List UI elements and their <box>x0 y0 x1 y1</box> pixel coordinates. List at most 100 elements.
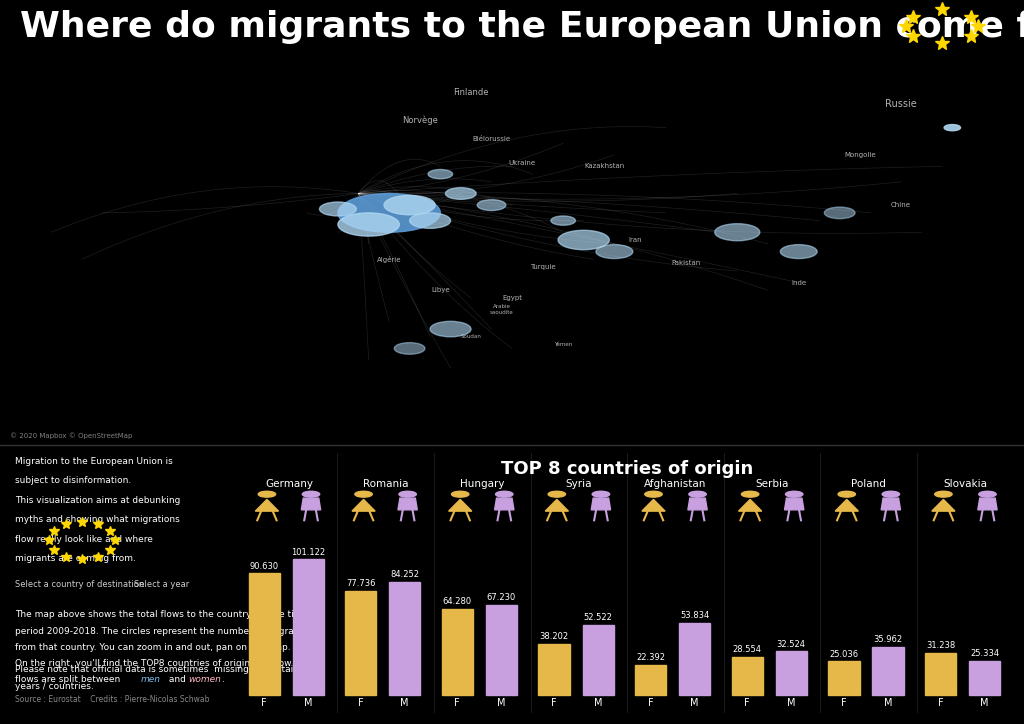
Text: 31.238: 31.238 <box>926 641 955 650</box>
Text: 52.522: 52.522 <box>584 613 612 622</box>
Polygon shape <box>642 500 665 511</box>
Text: 84.252: 84.252 <box>390 571 419 579</box>
Text: 77.736: 77.736 <box>346 579 376 588</box>
Text: This visualization aims at debunking: This visualization aims at debunking <box>14 496 180 505</box>
Text: Mongolie: Mongolie <box>845 152 876 158</box>
Text: Egypt: Egypt <box>502 295 522 301</box>
Circle shape <box>399 492 417 497</box>
Circle shape <box>935 492 952 497</box>
Text: Select a country of destination: Select a country of destination <box>14 580 144 589</box>
Text: Pakistan: Pakistan <box>672 260 700 266</box>
Polygon shape <box>784 498 804 510</box>
Text: 53.834: 53.834 <box>680 611 710 620</box>
Bar <box>539 644 569 695</box>
Circle shape <box>496 492 513 497</box>
Polygon shape <box>738 500 762 511</box>
Text: Libye: Libye <box>431 287 450 293</box>
Polygon shape <box>255 500 279 511</box>
Text: On the right, you'll find the TOP8 countries of origin and how the: On the right, you'll find the TOP8 count… <box>14 659 309 668</box>
Text: Syria: Syria <box>565 479 592 489</box>
Circle shape <box>428 169 453 179</box>
Circle shape <box>384 195 435 215</box>
Polygon shape <box>932 500 955 511</box>
Text: 38.202: 38.202 <box>540 632 568 641</box>
Text: Germany: Germany <box>265 479 313 489</box>
Circle shape <box>741 492 759 497</box>
Circle shape <box>338 213 399 236</box>
Polygon shape <box>836 500 858 511</box>
Bar <box>249 573 280 695</box>
Text: M: M <box>787 698 796 708</box>
Text: 28.554: 28.554 <box>733 645 762 654</box>
Circle shape <box>882 492 899 497</box>
Circle shape <box>258 492 275 497</box>
Text: Turquie: Turquie <box>529 264 556 270</box>
Text: and: and <box>166 675 188 684</box>
Bar <box>969 661 1000 695</box>
Circle shape <box>430 321 471 337</box>
Circle shape <box>780 245 817 258</box>
Text: 90.630: 90.630 <box>250 562 279 571</box>
Circle shape <box>551 216 575 225</box>
Circle shape <box>302 492 319 497</box>
Bar <box>732 657 763 695</box>
Text: Slovakia: Slovakia <box>943 479 987 489</box>
Circle shape <box>394 342 425 354</box>
Circle shape <box>338 193 440 232</box>
Text: Russie: Russie <box>885 99 918 109</box>
Text: M: M <box>980 698 989 708</box>
Circle shape <box>785 492 803 497</box>
Circle shape <box>979 492 996 497</box>
Polygon shape <box>882 498 900 510</box>
Bar <box>345 591 377 695</box>
Text: 35.962: 35.962 <box>873 635 902 644</box>
Text: migrants are coming from.: migrants are coming from. <box>14 555 135 563</box>
Text: Select a year: Select a year <box>134 580 189 589</box>
Text: Yémen: Yémen <box>554 342 572 347</box>
Bar <box>441 609 473 695</box>
Bar <box>872 647 904 695</box>
Text: Algérie: Algérie <box>377 256 401 263</box>
Text: Romania: Romania <box>362 479 409 489</box>
Text: Ukraine: Ukraine <box>509 159 536 166</box>
Text: Hungary: Hungary <box>460 479 505 489</box>
Text: M: M <box>594 698 602 708</box>
Text: Soudan: Soudan <box>461 334 481 340</box>
Text: F: F <box>261 698 267 708</box>
Text: Norvège: Norvège <box>401 115 438 125</box>
Text: flow really look like and where: flow really look like and where <box>14 535 153 544</box>
Circle shape <box>592 492 609 497</box>
Text: 22.392: 22.392 <box>636 653 665 662</box>
Text: TOP 8 countries of origin: TOP 8 countries of origin <box>501 460 754 479</box>
Text: F: F <box>744 698 750 708</box>
Text: F: F <box>551 698 557 708</box>
Circle shape <box>824 207 855 219</box>
Text: F: F <box>455 698 460 708</box>
Text: M: M <box>690 698 698 708</box>
Text: Iran: Iran <box>628 237 642 243</box>
Polygon shape <box>352 500 375 511</box>
Text: F: F <box>841 698 847 708</box>
Bar <box>925 653 956 695</box>
Polygon shape <box>449 500 472 511</box>
Text: from that country. You can zoom in and out, pan on the map.: from that country. You can zoom in and o… <box>14 643 291 652</box>
Text: M: M <box>400 698 409 708</box>
Circle shape <box>838 492 855 497</box>
Text: 32.524: 32.524 <box>777 640 806 649</box>
Text: M: M <box>497 698 506 708</box>
Text: flows are split between: flows are split between <box>14 675 123 684</box>
Text: Source : Eurostat    Credits : Pierre-Nicolas Schwab: Source : Eurostat Credits : Pierre-Nicol… <box>14 695 209 704</box>
Bar <box>828 661 859 695</box>
Text: Please note that official data is sometimes  missing for certain: Please note that official data is someti… <box>14 665 299 674</box>
Text: F: F <box>648 698 653 708</box>
Bar <box>486 605 517 695</box>
Text: Inde: Inde <box>792 279 806 285</box>
Circle shape <box>477 200 506 211</box>
Circle shape <box>944 125 961 131</box>
Circle shape <box>452 492 469 497</box>
Text: 101.122: 101.122 <box>291 548 325 557</box>
Circle shape <box>319 202 356 216</box>
Text: M: M <box>884 698 892 708</box>
Text: 25.334: 25.334 <box>970 649 999 658</box>
Text: Migration to the European Union is: Migration to the European Union is <box>14 457 172 466</box>
